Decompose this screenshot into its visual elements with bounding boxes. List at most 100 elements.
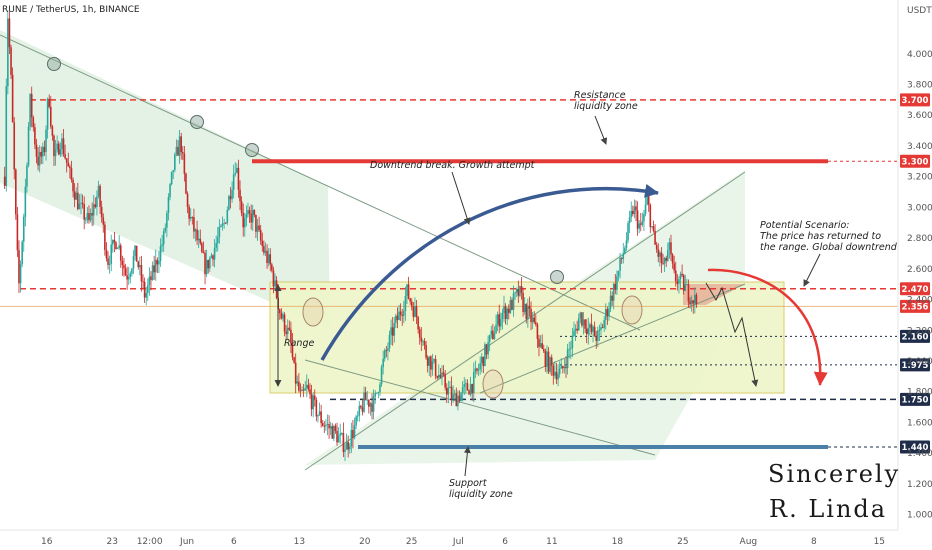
candle-body — [126, 275, 128, 280]
candle-body — [62, 138, 65, 155]
pivot-marker — [550, 270, 564, 284]
candle-body — [442, 372, 445, 375]
candle-body — [428, 356, 431, 366]
candle-body — [635, 206, 637, 211]
y-tick-label: 2.000 — [907, 357, 932, 367]
candle-body — [474, 368, 477, 372]
candle-body — [519, 286, 521, 296]
candle-body — [251, 209, 254, 223]
candle-body — [226, 210, 229, 224]
candle-body — [150, 276, 152, 280]
candle-body — [172, 170, 175, 172]
candle-body — [142, 281, 144, 283]
candle-body — [579, 312, 582, 319]
candle-body — [299, 390, 302, 392]
price-tag — [900, 299, 930, 313]
candle-body — [148, 276, 151, 286]
resistance-pointer — [594, 115, 608, 145]
price-tag — [900, 392, 930, 406]
candle-body — [285, 331, 287, 335]
candle-body — [375, 392, 378, 394]
candle-body — [99, 185, 101, 207]
candle-body — [288, 327, 291, 330]
candle-body — [81, 202, 84, 205]
uptrend-line — [304, 171, 746, 471]
candle-body — [646, 195, 648, 205]
candle-body — [420, 337, 423, 342]
candle-body — [460, 392, 462, 402]
candle-body — [536, 324, 539, 339]
candle-body — [307, 384, 310, 390]
candle-body — [199, 238, 202, 244]
candle-body — [406, 284, 408, 296]
candle-body — [89, 213, 92, 221]
candle-body — [582, 319, 585, 326]
candle-body — [232, 174, 235, 190]
reaction-marker — [621, 295, 643, 325]
reaction-marker — [482, 369, 504, 399]
candle-body — [498, 314, 501, 327]
candle-body — [356, 415, 359, 417]
candle-body — [129, 273, 132, 277]
candle-body — [485, 344, 488, 355]
price-tag-label: 3.300 — [902, 157, 929, 167]
candle-body — [266, 250, 268, 263]
candle-body — [603, 319, 605, 328]
candle-body — [302, 389, 305, 391]
candle-body — [457, 395, 459, 407]
candle-body — [622, 253, 625, 259]
candle-body — [584, 319, 586, 329]
candle-body — [358, 405, 361, 416]
candle-body — [97, 185, 100, 197]
candle-body — [49, 106, 52, 127]
candle-body — [571, 335, 574, 349]
candle-body — [630, 210, 633, 218]
candle-body — [425, 345, 427, 358]
candle-body — [407, 284, 410, 299]
candle-body — [67, 162, 70, 167]
candle-body — [234, 172, 237, 175]
candle-body — [395, 315, 397, 323]
candle-body — [608, 308, 610, 317]
candle-body — [453, 393, 456, 395]
candle-body — [666, 250, 669, 261]
candle-body — [317, 415, 319, 417]
candle-body — [248, 210, 251, 214]
candle-body — [278, 309, 281, 314]
candle-body — [552, 365, 555, 376]
candle-body — [651, 226, 653, 228]
candle-body — [269, 254, 272, 265]
candle-body — [355, 416, 357, 426]
candle-body — [674, 270, 677, 282]
candle-body — [197, 238, 200, 241]
candle-body — [312, 395, 314, 410]
candle-body — [35, 144, 38, 157]
candle-body — [671, 254, 674, 264]
y-tick-label: 2.200 — [907, 326, 932, 336]
x-tick-label: 12:00 — [137, 537, 163, 547]
candle-body — [352, 430, 354, 438]
candle-body — [250, 213, 252, 223]
candle-body — [112, 239, 114, 245]
y-tick-label: 3.000 — [907, 203, 932, 213]
candle-body — [422, 341, 424, 342]
candle-body — [438, 374, 440, 378]
candle-body — [676, 281, 679, 284]
candle-body — [412, 306, 415, 317]
candle-body — [56, 143, 58, 150]
candle-body — [641, 221, 644, 225]
candle-body — [313, 395, 316, 400]
pivot-marker — [47, 57, 61, 71]
range-label: Range — [284, 338, 314, 349]
candle-body — [404, 295, 407, 312]
candle-body — [517, 288, 520, 296]
candle-body — [619, 257, 621, 271]
candle-body — [205, 259, 208, 275]
candle-body — [563, 366, 566, 369]
candle-body — [663, 257, 666, 264]
candle-body — [156, 259, 159, 265]
candle-body — [102, 217, 105, 225]
price-tag-label: 3.700 — [902, 96, 929, 106]
candle-body — [652, 226, 655, 231]
